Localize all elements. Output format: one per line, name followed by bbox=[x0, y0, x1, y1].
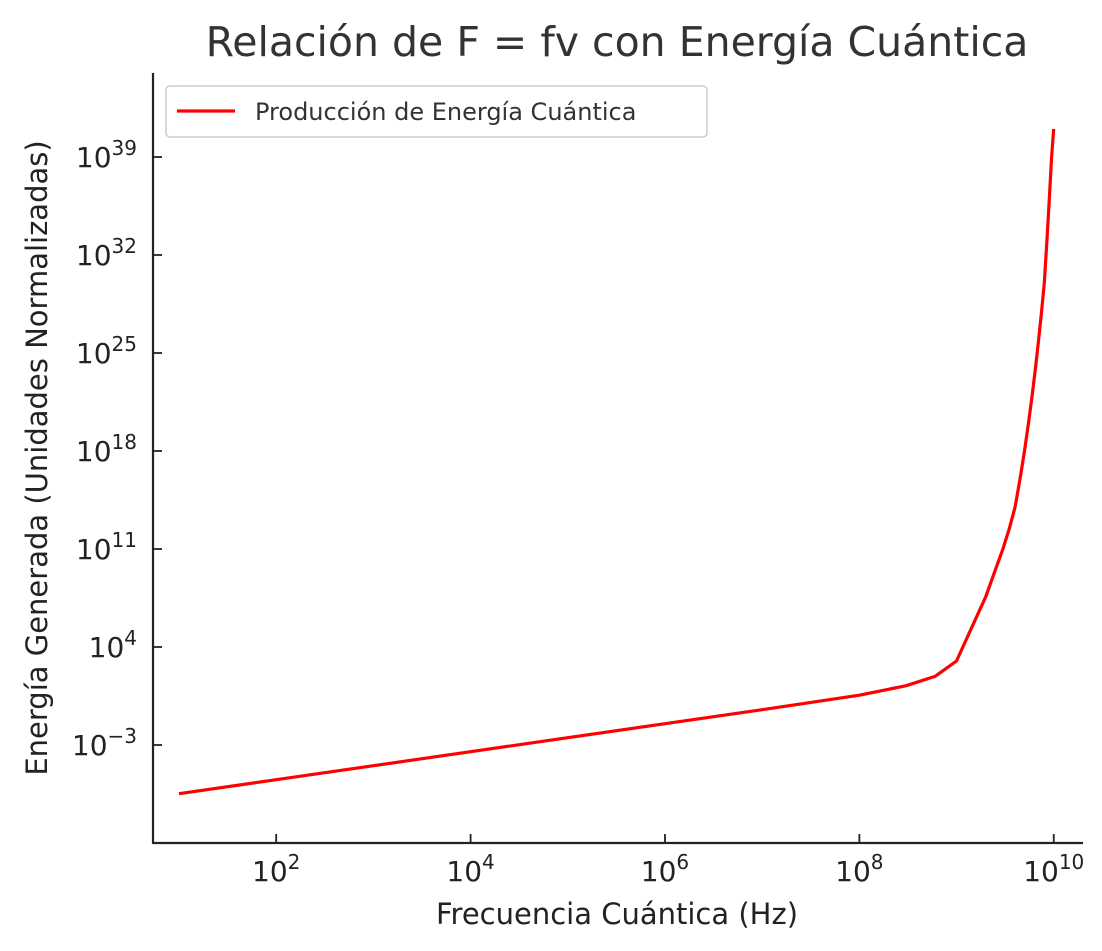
y-tick-label: 1039 bbox=[76, 136, 137, 174]
legend-box bbox=[165, 85, 708, 138]
y-axis-label: Energía Generada (Unidades Normalizadas) bbox=[20, 140, 54, 775]
x-tick-label: 108 bbox=[835, 850, 883, 888]
x-tick-label: 104 bbox=[446, 850, 494, 888]
y-ticks: 10−3 104 1011 1018 1025 1032 1039 bbox=[72, 136, 162, 762]
y-tick-label: 1011 bbox=[76, 528, 137, 566]
plot-area: 102 104 106 108 1010 10−3 104 1011 1018 1025 1032… bbox=[72, 73, 1084, 888]
y-tick-label: 10−3 bbox=[72, 724, 137, 762]
y-tick-label: 1018 bbox=[76, 430, 137, 468]
legend: Producción de Energía Cuántica bbox=[165, 85, 708, 138]
x-tick-label: 1010 bbox=[1023, 850, 1084, 888]
x-axis-label: Frecuencia Cuántica (Hz) bbox=[436, 897, 798, 931]
y-tick-label: 1032 bbox=[76, 234, 137, 272]
y-tick-label: 104 bbox=[89, 626, 137, 664]
y-tick-label: 1025 bbox=[76, 332, 137, 370]
chart-title: Relación de F = fv con Energía Cuántica bbox=[206, 18, 1029, 66]
legend-label: Producción de Energía Cuántica bbox=[255, 98, 636, 126]
series-layer bbox=[178, 128, 1056, 796]
x-tick-label: 106 bbox=[641, 850, 689, 888]
series-line-0 bbox=[178, 128, 1056, 796]
x-tick-label: 102 bbox=[252, 850, 300, 888]
x-ticks: 102 104 106 108 1010 bbox=[252, 834, 1084, 888]
